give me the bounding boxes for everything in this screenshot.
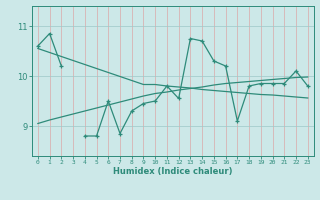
X-axis label: Humidex (Indice chaleur): Humidex (Indice chaleur) bbox=[113, 167, 233, 176]
